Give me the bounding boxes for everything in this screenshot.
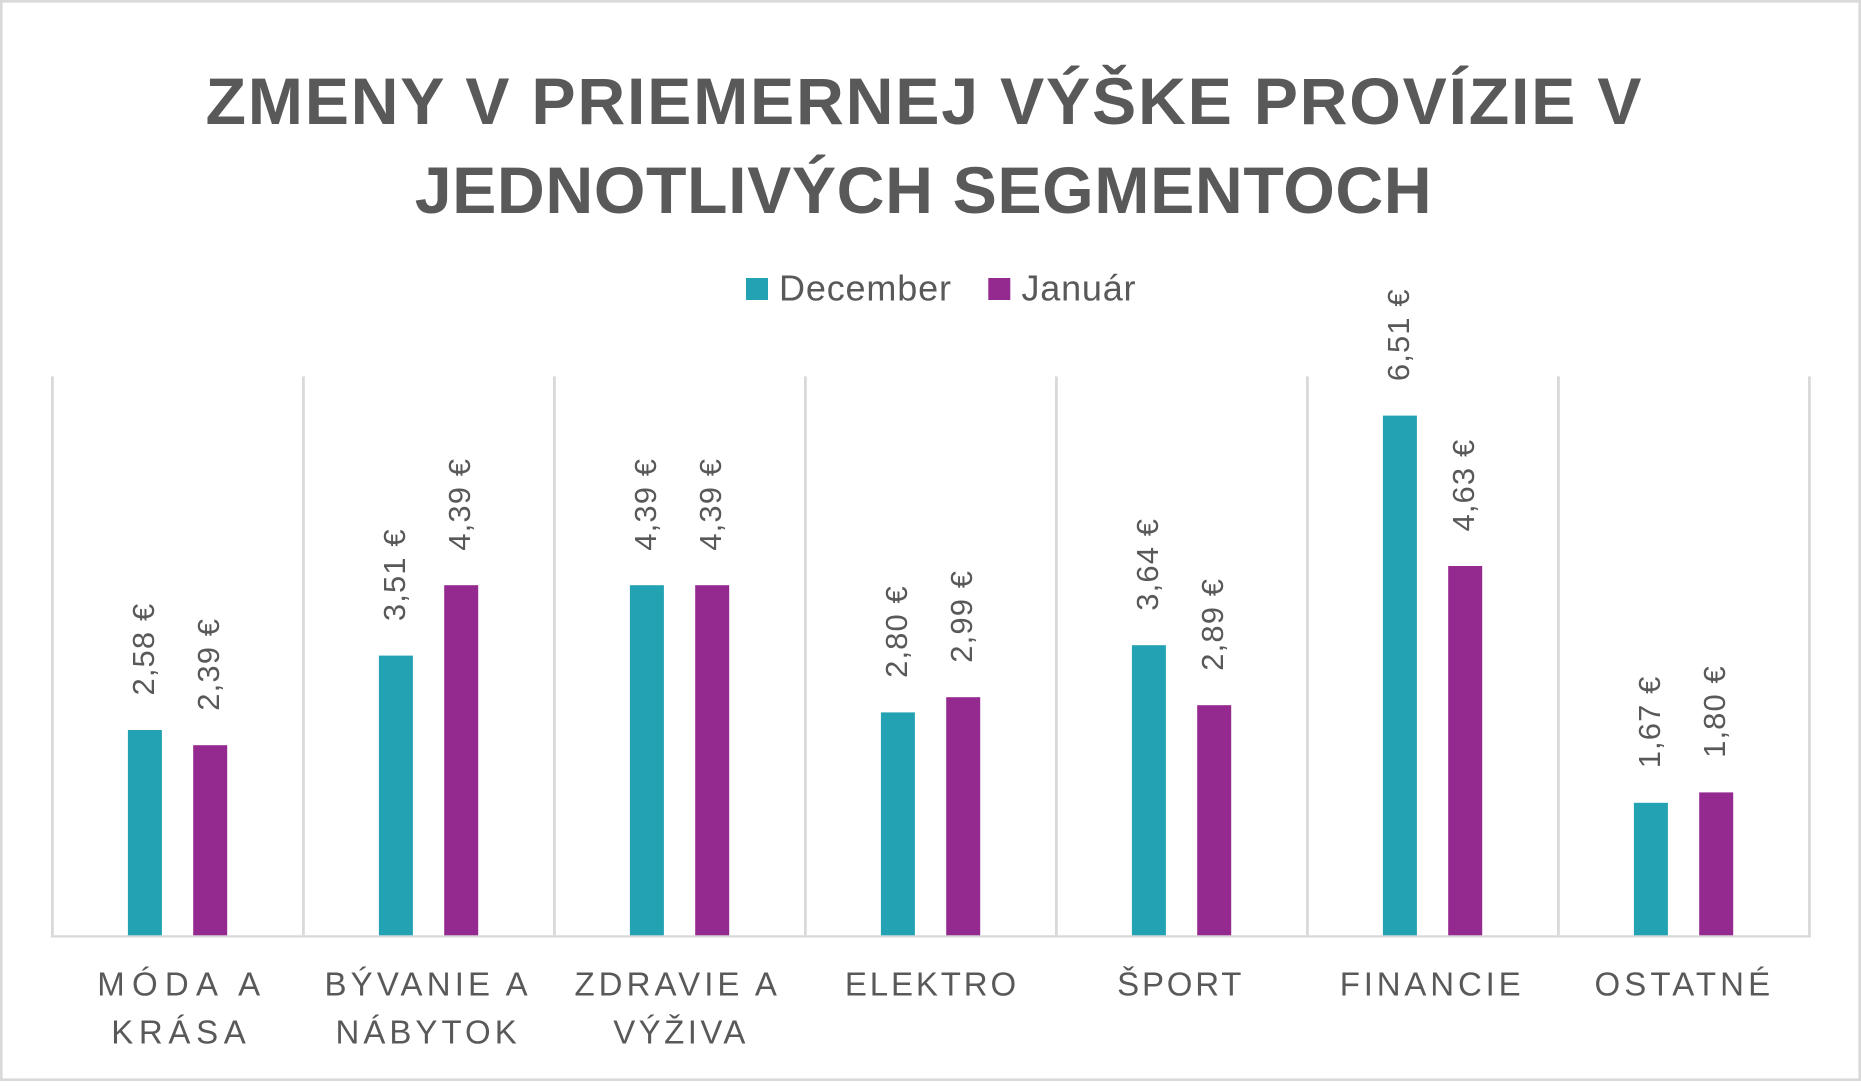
svg-text:Január: Január: [1022, 268, 1136, 309]
svg-text:NÁBYTOK: NÁBYTOK: [335, 1014, 516, 1051]
svg-text:4,39 €: 4,39 €: [628, 458, 663, 551]
svg-text:4,39 €: 4,39 €: [442, 458, 477, 551]
svg-text:ELEKTRO: ELEKTRO: [845, 966, 1016, 1003]
svg-text:2,89 €: 2,89 €: [1195, 578, 1230, 671]
svg-text:4,63 €: 4,63 €: [1446, 439, 1481, 532]
svg-text:2,39 €: 2,39 €: [191, 618, 226, 711]
svg-text:3,64 €: 3,64 €: [1130, 518, 1165, 611]
svg-text:VÝŽIVA: VÝŽIVA: [613, 1014, 745, 1051]
svg-text:ŠPORT: ŠPORT: [1117, 966, 1241, 1003]
svg-text:KRÁSA: KRÁSA: [111, 1014, 246, 1051]
svg-text:4,39 €: 4,39 €: [693, 458, 728, 551]
svg-text:6,51 €: 6,51 €: [1381, 288, 1416, 381]
svg-text:December: December: [779, 268, 951, 309]
svg-text:OSTATNÉ: OSTATNÉ: [1594, 966, 1770, 1003]
svg-text:2,58 €: 2,58 €: [126, 603, 161, 696]
svg-text:BÝVANIE A: BÝVANIE A: [325, 966, 528, 1003]
svg-text:JEDNOTLIVÝCH SEGMENTOCH: JEDNOTLIVÝCH SEGMENTOCH: [415, 153, 1432, 228]
svg-text:1,80 €: 1,80 €: [1697, 665, 1732, 758]
svg-text:ZMENY V PRIEMERNEJ VÝŠKE PROVÍ: ZMENY V PRIEMERNEJ VÝŠKE PROVÍZIE V: [206, 64, 1642, 139]
svg-text:2,80 €: 2,80 €: [879, 585, 914, 678]
svg-text:1,67 €: 1,67 €: [1632, 676, 1667, 769]
svg-text:FINANCIE: FINANCIE: [1340, 966, 1521, 1003]
svg-text:3,51 €: 3,51 €: [377, 528, 412, 621]
svg-text:2,99 €: 2,99 €: [944, 570, 979, 663]
